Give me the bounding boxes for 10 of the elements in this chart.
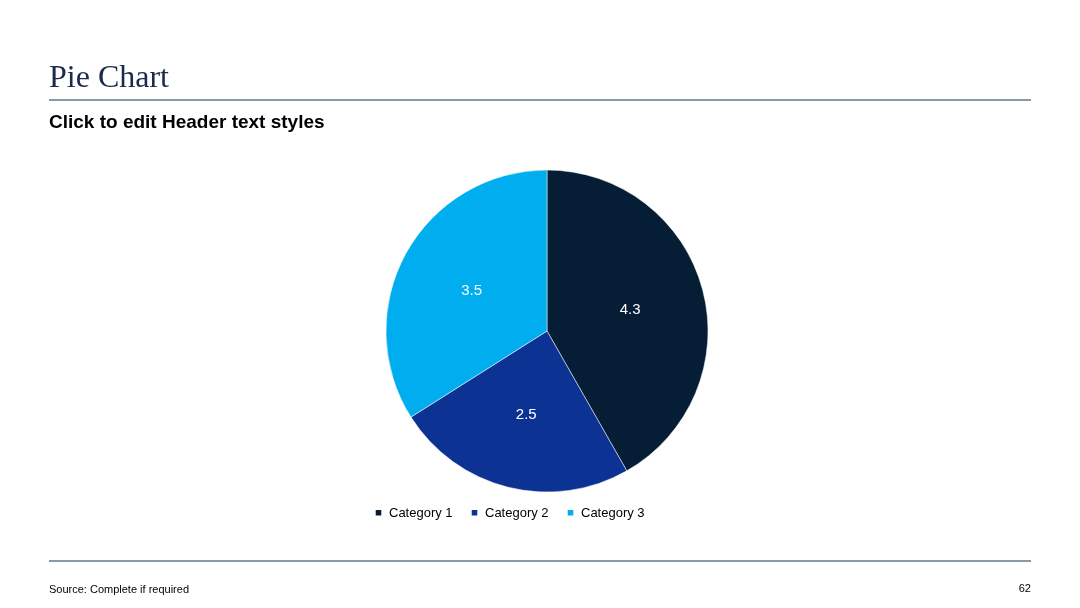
legend-label: Category 1 xyxy=(389,504,453,520)
text: Click to edit Header text styles xyxy=(49,111,325,133)
source-note: Source: Complete if required xyxy=(49,583,190,595)
text: 62 xyxy=(1018,582,1031,594)
text: Pie Chart xyxy=(49,58,169,95)
legend-label: Category 2 xyxy=(485,504,549,520)
data-label: 3.5 xyxy=(461,280,483,298)
legend-label: Category 3 xyxy=(581,504,645,520)
data-label: 2.5 xyxy=(515,405,537,423)
data-label: 4.3 xyxy=(619,299,641,317)
